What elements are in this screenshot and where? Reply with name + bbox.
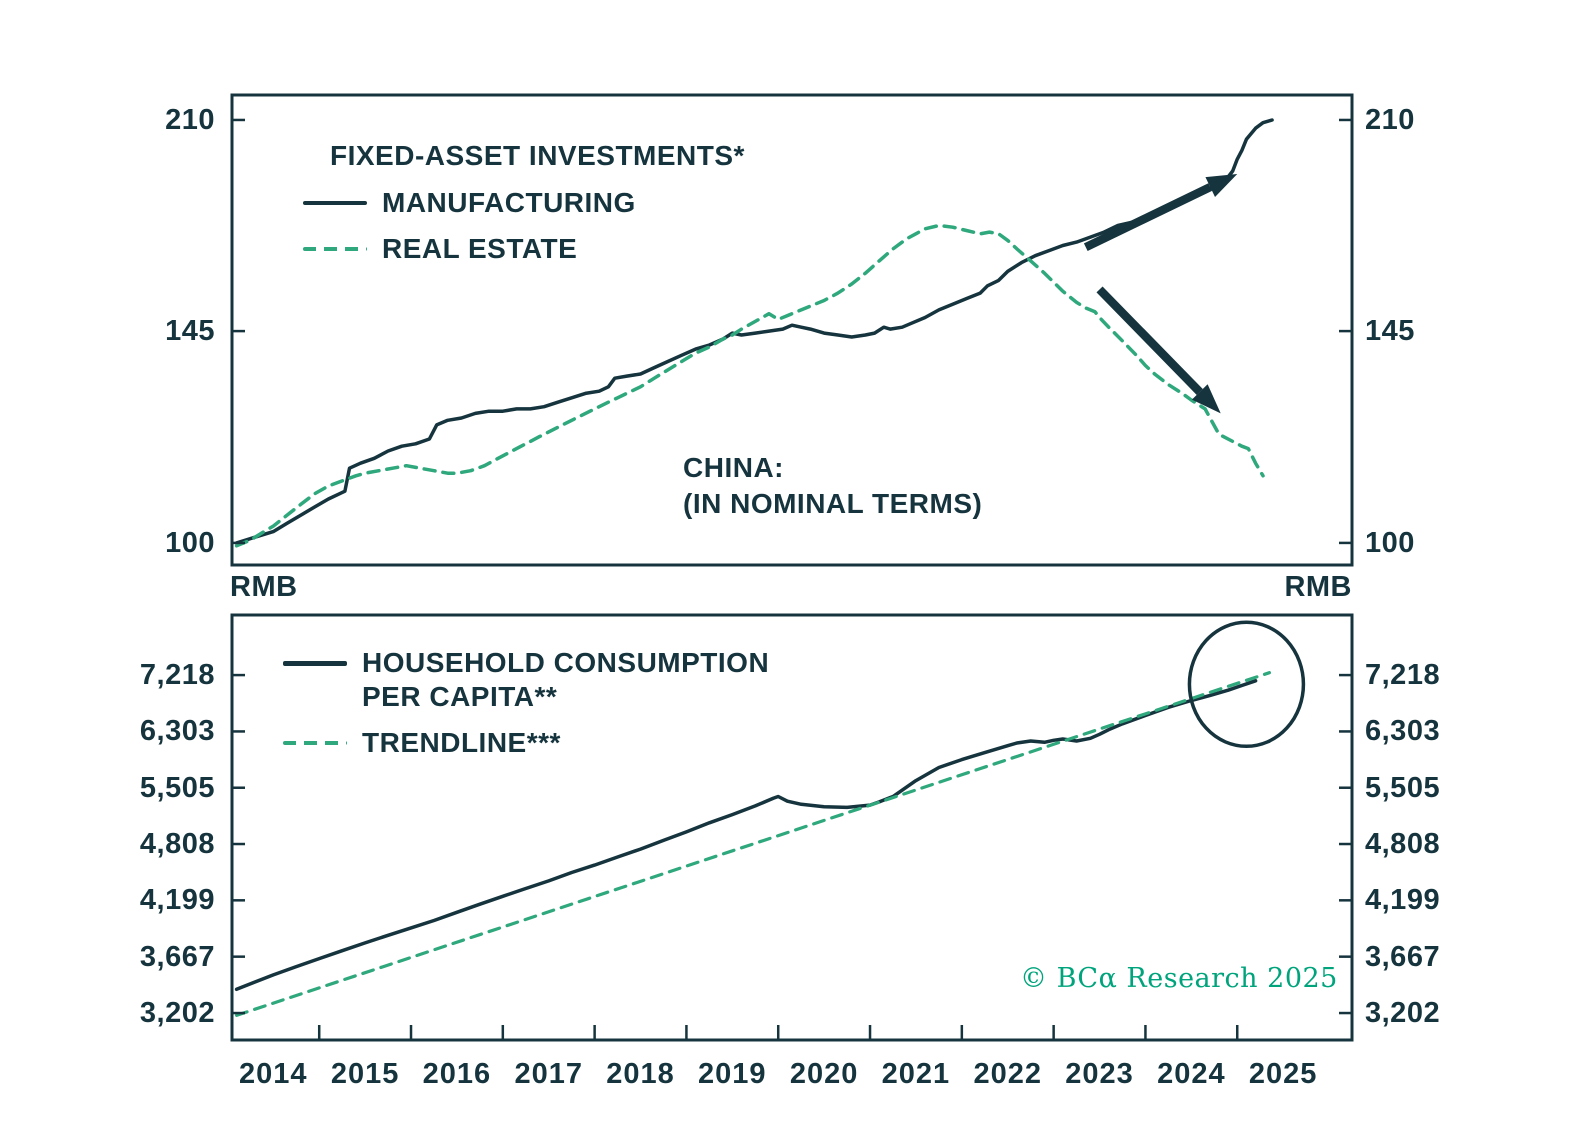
copyright-text: © BCα Research 2025 [1020, 963, 1338, 994]
up-arrow-head [1205, 174, 1238, 197]
real-estate-line-swatch [303, 246, 367, 252]
unit-label-right: RMB [1284, 571, 1352, 603]
china-annotation: CHINA: (IN NOMINAL TERMS) [683, 450, 982, 522]
real-estate-line [234, 223, 1265, 548]
manufacturing-line-swatch [303, 200, 367, 206]
legend-item-household-consumption: HOUSEHOLD CONSUMPTION PER CAPITA** [283, 646, 802, 714]
down-arrow-head [1191, 384, 1221, 414]
legend-item-trendline: TRENDLINE*** [283, 726, 802, 760]
household-consumption-line-swatch [283, 661, 347, 666]
real-estate-legend-label: REAL ESTATE [382, 233, 578, 264]
legend-item-real-estate: REAL ESTATE [303, 232, 745, 266]
trendline-swatch [283, 740, 347, 746]
up-arrow-shaft [1083, 183, 1213, 251]
legend-item-manufacturing: MANUFACTURING [303, 186, 745, 220]
trendline-line [235, 671, 1272, 1017]
household-consumption-legend-label: HOUSEHOLD CONSUMPTION PER CAPITA** [362, 647, 770, 712]
highlight-circle [1187, 620, 1306, 749]
trendline-legend-label: TRENDLINE*** [362, 727, 561, 758]
bottom-panel-border [230, 613, 1354, 1042]
china-annotation-line1: CHINA: [683, 452, 784, 483]
bottom-legend: HOUSEHOLD CONSUMPTION PER CAPITA** TREND… [283, 634, 802, 760]
top-chart-title: FIXED-ASSET INVESTMENTS* [330, 140, 745, 171]
top-legend: FIXED-ASSET INVESTMENTS* MANUFACTURING R… [303, 140, 745, 266]
household-consumption-line [234, 679, 1258, 992]
manufacturing-legend-label: MANUFACTURING [382, 187, 636, 218]
china-annotation-line2: (IN NOMINAL TERMS) [683, 488, 983, 519]
unit-label-left: RMB [230, 571, 298, 603]
down-arrow-shaft [1096, 286, 1203, 395]
copyright: © BCα Research 2025 [1020, 963, 1338, 994]
